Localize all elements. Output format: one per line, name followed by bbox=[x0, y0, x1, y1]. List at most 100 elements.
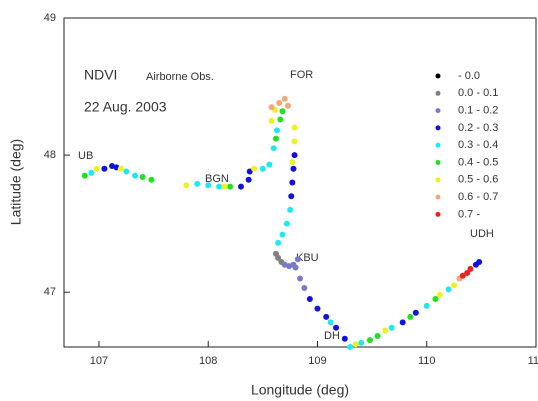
data-point bbox=[459, 272, 466, 279]
x-tick-label: 107 bbox=[90, 355, 108, 367]
legend-marker bbox=[435, 90, 441, 96]
data-point bbox=[281, 95, 288, 102]
annotation: DH bbox=[324, 330, 340, 342]
legend-marker bbox=[435, 177, 441, 183]
legend-label: 0.0 - 0.1 bbox=[458, 87, 498, 99]
data-point bbox=[117, 165, 124, 172]
annotation: FOR bbox=[290, 69, 313, 81]
y-tick-label: 49 bbox=[44, 12, 56, 24]
data-point bbox=[183, 182, 190, 189]
data-point bbox=[279, 231, 286, 238]
data-point bbox=[216, 183, 223, 190]
annotation: BGN bbox=[205, 173, 229, 185]
data-point bbox=[301, 285, 308, 292]
data-point bbox=[279, 108, 286, 115]
data-point bbox=[245, 176, 252, 183]
legend-label: 0.1 - 0.2 bbox=[458, 105, 498, 117]
data-point bbox=[276, 99, 283, 106]
data-point bbox=[194, 180, 201, 187]
data-point bbox=[445, 286, 452, 293]
legend-marker bbox=[435, 194, 441, 200]
y-tick-label: 48 bbox=[44, 149, 56, 161]
data-point bbox=[93, 165, 100, 172]
annotation: UB bbox=[78, 150, 93, 162]
x-tick-label: 109 bbox=[308, 355, 326, 367]
data-point bbox=[412, 309, 419, 316]
data-point bbox=[291, 138, 298, 145]
data-point bbox=[275, 239, 282, 246]
x-tick-label: 110 bbox=[418, 355, 436, 367]
data-point bbox=[81, 172, 88, 179]
data-point bbox=[327, 319, 334, 326]
data-point bbox=[268, 117, 275, 124]
y-axis-label: Latitude (deg) bbox=[8, 139, 24, 225]
data-point bbox=[275, 254, 282, 261]
data-point bbox=[407, 313, 414, 320]
annotation: Airborne Obs. bbox=[146, 71, 214, 83]
data-point bbox=[352, 341, 359, 348]
data-point bbox=[436, 291, 443, 298]
data-point bbox=[259, 165, 266, 172]
data-point bbox=[251, 165, 258, 172]
annotation: KBU bbox=[296, 252, 319, 264]
data-point bbox=[246, 168, 253, 175]
data-point bbox=[238, 183, 244, 190]
legend-marker bbox=[435, 160, 441, 165]
data-point bbox=[467, 265, 474, 272]
data-point bbox=[476, 259, 483, 266]
legend-marker bbox=[435, 211, 441, 217]
data-point bbox=[227, 183, 234, 190]
data-point bbox=[423, 302, 430, 309]
data-point bbox=[268, 104, 275, 111]
data-point bbox=[366, 337, 373, 344]
x-tick-label: 111 bbox=[528, 355, 538, 367]
data-point bbox=[294, 256, 301, 263]
data-point bbox=[374, 333, 381, 340]
legend-label: 0.5 - 0.6 bbox=[458, 174, 498, 186]
x-tick-label: 108 bbox=[199, 355, 217, 367]
data-point bbox=[464, 269, 471, 276]
data-point bbox=[284, 102, 291, 109]
data-point bbox=[306, 296, 313, 303]
legend-marker bbox=[435, 142, 441, 148]
x-axis-label: Longitude (deg) bbox=[251, 382, 349, 398]
data-point bbox=[132, 172, 139, 179]
data-point bbox=[277, 116, 284, 123]
data-point bbox=[270, 145, 277, 152]
data-point bbox=[297, 275, 303, 282]
data-point bbox=[290, 165, 297, 172]
legend-label: 0.6 - 0.7 bbox=[458, 191, 498, 203]
annotation: 22 Aug. 2003 bbox=[84, 99, 167, 115]
data-point bbox=[382, 327, 389, 334]
data-point bbox=[288, 193, 295, 200]
legend-label: - 0.0 bbox=[458, 70, 480, 82]
data-point bbox=[292, 264, 299, 271]
legend-marker bbox=[435, 125, 441, 131]
legend-label: 0.4 - 0.5 bbox=[458, 156, 498, 168]
data-point bbox=[291, 124, 298, 131]
data-point bbox=[266, 161, 273, 168]
annotation: NDVI bbox=[84, 67, 117, 83]
data-point bbox=[274, 127, 281, 134]
annotation: UDH bbox=[470, 228, 494, 240]
data-point bbox=[123, 168, 130, 175]
data-point bbox=[148, 176, 155, 183]
data-point bbox=[314, 305, 321, 312]
data-point bbox=[451, 282, 458, 289]
legend-label: 0.2 - 0.3 bbox=[458, 122, 498, 134]
data-point bbox=[205, 182, 212, 189]
data-point bbox=[333, 324, 340, 331]
y-tick-label: 47 bbox=[44, 286, 56, 298]
data-point bbox=[358, 339, 365, 346]
plot-frame bbox=[63, 17, 537, 348]
legend-label: 0.3 - 0.4 bbox=[458, 139, 498, 151]
data-point bbox=[347, 344, 354, 350]
data-point bbox=[272, 135, 279, 142]
data-point bbox=[291, 152, 298, 159]
data-point bbox=[283, 220, 290, 227]
data-point bbox=[101, 165, 108, 172]
data-point bbox=[289, 179, 296, 186]
data-point bbox=[287, 206, 294, 213]
legend-marker bbox=[435, 108, 441, 114]
